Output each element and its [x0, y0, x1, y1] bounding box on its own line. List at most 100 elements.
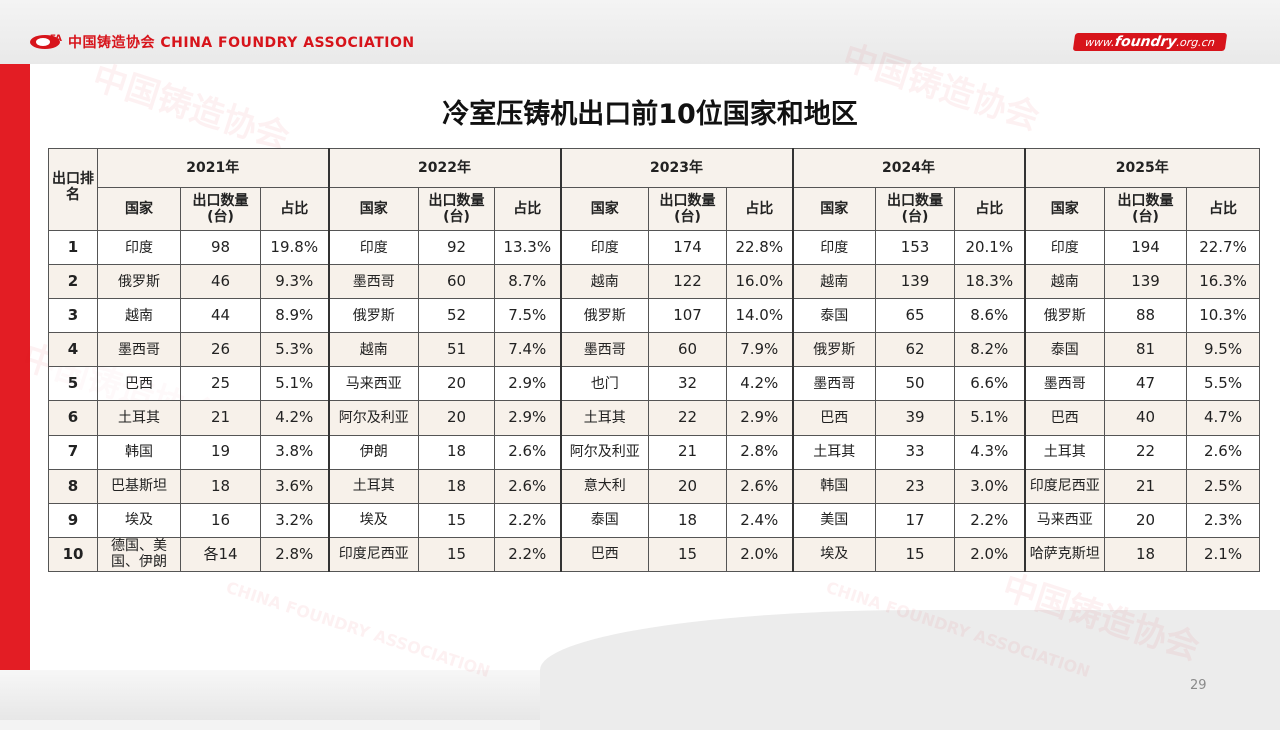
share-cell: 2.6% [494, 468, 562, 504]
quantity-header: 出口数量(台) [648, 187, 728, 231]
country-cell: 越南 [97, 298, 181, 334]
quantity-cell: 98 [180, 229, 261, 266]
quantity-cell: 60 [418, 264, 496, 300]
quantity-cell: 153 [875, 229, 956, 266]
quantity-cell: 32 [648, 366, 728, 402]
quantity-cell: 50 [875, 366, 956, 402]
share-cell: 7.9% [726, 332, 794, 368]
country-cell: 俄罗斯 [559, 298, 650, 334]
country-cell: 越南 [327, 332, 420, 368]
country-cell: 巴基斯坦 [97, 468, 181, 504]
quantity-cell: 60 [648, 332, 728, 368]
share-cell: 16.3% [1186, 264, 1261, 300]
rank-cell: 6 [48, 400, 98, 436]
country-cell: 印度 [791, 229, 877, 266]
table-row: 10 德国、美国、伊朗 各14 2.8% 印度尼西亚 15 2.2% 巴西 15 2.0% 埃及 15… [48, 536, 1261, 573]
association-logo: FA 中国铸造协会 CHINA FOUNDRY ASSOCIATION [30, 33, 415, 51]
country-cell: 泰国 [791, 298, 877, 334]
quantity-cell: 16 [180, 502, 261, 538]
table-row: 2 俄罗斯 46 9.3% 墨西哥 60 8.7% 越南 122 16.0% 越南 139 18.3% 越… [48, 264, 1261, 300]
quantity-cell: 19 [180, 434, 261, 470]
country-header: 国家 [559, 187, 650, 231]
country-cell: 印度 [559, 229, 650, 266]
quantity-cell: 39 [875, 400, 956, 436]
country-header: 国家 [791, 187, 877, 231]
rank-cell: 8 [48, 468, 98, 504]
table-row: 1 印度 98 19.8% 印度 92 13.3% 印度 174 22.8% 印度 153 20.1% 印… [48, 229, 1261, 266]
share-cell: 5.5% [1186, 366, 1261, 402]
share-cell: 8.2% [954, 332, 1026, 368]
share-cell: 5.1% [259, 366, 330, 402]
association-name: 中国铸造协会 CHINA FOUNDRY ASSOCIATION [68, 35, 415, 51]
country-cell: 土耳其 [1023, 434, 1106, 470]
share-cell: 2.2% [494, 502, 562, 538]
country-cell: 哈萨克斯坦 [1023, 536, 1106, 573]
country-cell: 德国、美国、伊朗 [97, 536, 181, 573]
rank-cell: 2 [48, 264, 98, 300]
quantity-cell: 81 [1104, 332, 1188, 368]
share-cell: 2.6% [494, 434, 562, 470]
country-cell: 印度 [327, 229, 420, 266]
share-cell: 2.3% [1186, 502, 1261, 538]
country-cell: 俄罗斯 [1023, 298, 1106, 334]
share-cell: 2.8% [259, 536, 330, 573]
share-cell: 2.5% [1186, 468, 1261, 504]
year-header: 2021年 [96, 148, 330, 188]
share-header: 占比 [726, 187, 794, 231]
country-cell: 马来西亚 [327, 366, 420, 402]
share-cell: 20.1% [954, 229, 1026, 266]
country-cell: 印度尼西亚 [1023, 468, 1106, 504]
quantity-cell: 25 [180, 366, 261, 402]
website-badge: www.foundry.org.cn [1072, 33, 1228, 51]
country-cell: 巴西 [559, 536, 650, 573]
table-body: 1 印度 98 19.8% 印度 92 13.3% 印度 174 22.8% 印度 153 20.1% 印… [48, 229, 1261, 573]
share-cell: 2.8% [726, 434, 794, 470]
rank-header: 出口排名 [48, 148, 98, 231]
quantity-cell: 62 [875, 332, 956, 368]
quantity-cell: 174 [648, 229, 728, 266]
country-cell: 墨西哥 [97, 332, 181, 368]
country-cell: 阿尔及利亚 [559, 434, 650, 470]
country-header: 国家 [327, 187, 420, 231]
quantity-cell: 52 [418, 298, 496, 334]
year-header: 2024年 [791, 148, 1026, 188]
page-number: 29 [1190, 678, 1207, 693]
country-cell: 土耳其 [97, 400, 181, 436]
country-cell: 越南 [1023, 264, 1106, 300]
country-cell: 越南 [791, 264, 877, 300]
country-header: 国家 [1023, 187, 1106, 231]
share-cell: 13.3% [494, 229, 562, 266]
table-row: 6 土耳其 21 4.2% 阿尔及利亚 20 2.9% 土耳其 22 2.9% 巴西 39 5.1% 巴西… [48, 400, 1261, 436]
share-cell: 2.6% [1186, 434, 1261, 470]
country-cell: 韩国 [97, 434, 181, 470]
quantity-cell: 139 [1104, 264, 1188, 300]
share-cell: 8.7% [494, 264, 562, 300]
share-cell: 2.9% [494, 366, 562, 402]
country-cell: 马来西亚 [1023, 502, 1106, 538]
quantity-cell: 21 [180, 400, 261, 436]
share-cell: 16.0% [726, 264, 794, 300]
quantity-cell: 18 [1104, 536, 1188, 573]
quantity-cell: 88 [1104, 298, 1188, 334]
quantity-cell: 20 [418, 400, 496, 436]
country-header: 国家 [97, 187, 181, 231]
share-cell: 2.6% [726, 468, 794, 504]
country-cell: 意大利 [559, 468, 650, 504]
country-cell: 墨西哥 [1023, 366, 1106, 402]
share-cell: 19.8% [259, 229, 330, 266]
quantity-cell: 22 [1104, 434, 1188, 470]
country-cell: 伊朗 [327, 434, 420, 470]
quantity-cell: 15 [648, 536, 728, 573]
quantity-cell: 18 [418, 468, 496, 504]
share-cell: 22.8% [726, 229, 794, 266]
table-row: 8 巴基斯坦 18 3.6% 土耳其 18 2.6% 意大利 20 2.6% 韩国 23 3.0% 印度尼… [48, 468, 1261, 504]
decorative-swoosh [540, 610, 1280, 730]
country-cell: 阿尔及利亚 [327, 400, 420, 436]
quantity-cell: 40 [1104, 400, 1188, 436]
quantity-header: 出口数量(台) [1104, 187, 1188, 231]
table-row: 7 韩国 19 3.8% 伊朗 18 2.6% 阿尔及利亚 21 2.8% 土耳其 33 4.3% 土耳其… [48, 434, 1261, 470]
share-header: 占比 [494, 187, 562, 231]
rank-cell: 4 [48, 332, 98, 368]
share-header: 占比 [259, 187, 330, 231]
share-cell: 4.7% [1186, 400, 1261, 436]
